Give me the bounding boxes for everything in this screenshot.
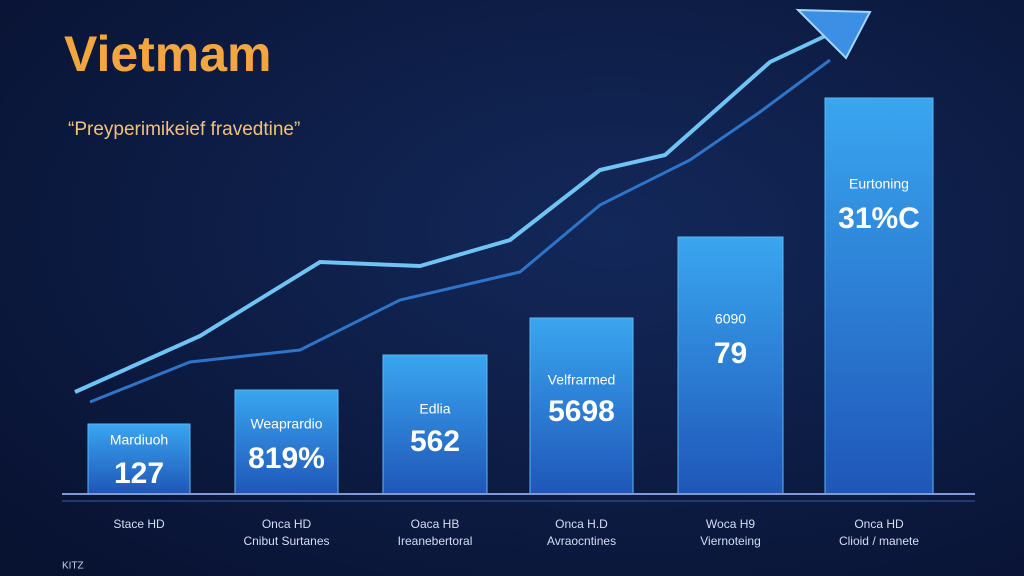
bar-caption: Woca H9 (706, 517, 755, 531)
bar-label: Mardiuoh (110, 432, 168, 448)
bar (529, 317, 634, 495)
arrow-head (795, 8, 872, 60)
bar-caption: Onca H.D (555, 517, 608, 531)
bar-value: 562 (410, 425, 460, 458)
bar (234, 389, 339, 495)
bar-value: 127 (114, 457, 164, 490)
bar-value: 31%C (838, 202, 920, 235)
bar-caption: Onca HD (262, 517, 312, 531)
title: Vietmam (64, 26, 272, 82)
bar-label: Edlia (419, 401, 450, 417)
footer: KITZ (62, 561, 84, 572)
bar-caption: Oaca HB (411, 517, 460, 531)
bar (677, 236, 784, 495)
bar-label: Eurtoning (849, 176, 909, 192)
bar-caption: Cnibut Surtanes (243, 534, 329, 548)
bar (824, 97, 934, 495)
bar-label: 6090 (715, 311, 746, 327)
bar-label: Velfrarmed (548, 372, 616, 388)
bar-caption: Avraocntines (547, 534, 616, 548)
subtitle: “Preyperimikeief fravedtine” (68, 119, 300, 140)
bar-caption: Viernoteing (700, 534, 761, 548)
trend-line (74, 28, 839, 394)
bars: Mardiuoh 127 Stace HD Weaprardio 819% Onca HD… (87, 97, 934, 548)
bar-caption: Onca HD (854, 517, 904, 531)
bar-caption: Ireanebertoral (398, 534, 473, 548)
bar (87, 423, 191, 495)
bar-caption: Clioid / manete (839, 534, 919, 548)
bar-value: 79 (714, 337, 747, 370)
bar-caption: Stace HD (113, 517, 165, 531)
bar-label: Weaprardio (250, 416, 322, 432)
bar-value: 819% (248, 442, 325, 475)
trend-line-secondary (89, 58, 831, 404)
bar-value: 5698 (548, 395, 615, 428)
